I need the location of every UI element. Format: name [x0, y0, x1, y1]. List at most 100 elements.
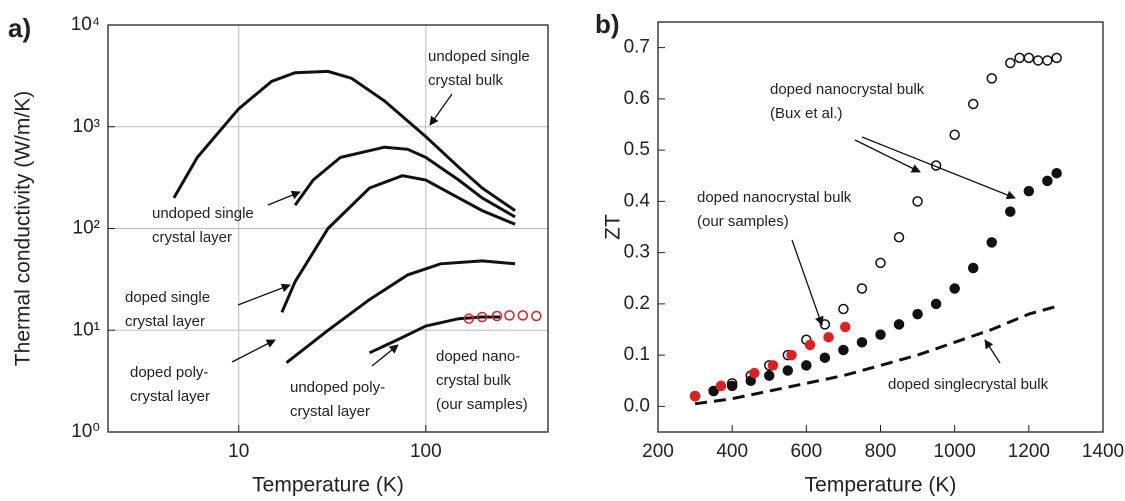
x-tick-label: 600 [790, 441, 822, 462]
y-tick-label: 0.4 [624, 190, 651, 211]
data-point [782, 365, 794, 376]
data-point [531, 310, 542, 322]
annotation: doped poly- [130, 364, 208, 381]
data-point [893, 319, 905, 330]
annotation-arrow [231, 339, 276, 363]
annotation: crystal bulk [428, 72, 504, 89]
x-tick-label: 100 [410, 441, 442, 462]
data-point [856, 283, 868, 294]
data-point [930, 160, 942, 171]
data-point [875, 257, 886, 269]
x-tick-label: 800 [865, 441, 897, 462]
data-point [856, 337, 868, 348]
annotation: crystal layer [290, 403, 370, 420]
data-point [893, 232, 905, 243]
data-point [764, 370, 775, 381]
annotation: doped singlecrystal bulk [888, 376, 1049, 393]
series-line [694, 304, 1058, 406]
annotation-arrow [791, 239, 824, 326]
series-line [285, 259, 516, 364]
data-point [1051, 52, 1062, 64]
series-line [293, 145, 516, 219]
annotation-arrow [861, 136, 1016, 200]
data-point [517, 310, 529, 321]
annotation-arrow [854, 139, 921, 173]
data-point [1051, 167, 1062, 179]
x-tick-label: 1400 [1082, 441, 1124, 462]
annotation: undoped single [152, 205, 254, 222]
annotation: (Bux et al.) [770, 105, 843, 122]
annotation-arrow [429, 93, 453, 126]
data-point [838, 303, 849, 315]
data-point [912, 196, 923, 207]
y-tick-label: 10⁰ [71, 421, 100, 442]
annotation-arrow [984, 339, 1001, 364]
annotation-arrow [237, 283, 291, 306]
annotation: crystal layer [152, 229, 232, 246]
data-point [1042, 55, 1053, 66]
data-point [1023, 185, 1035, 197]
data-point [689, 390, 701, 402]
annotation-arrow [267, 190, 301, 206]
y-tick-label: 0.0 [624, 395, 650, 416]
x-axis-title: Temperature (K) [805, 474, 957, 497]
series-line [172, 69, 516, 212]
annotation-arrow [371, 344, 399, 367]
annotation: crystal bulk [436, 372, 512, 389]
data-point [1023, 52, 1035, 64]
series-line [280, 174, 516, 313]
data-point [463, 313, 475, 324]
data-point [1014, 52, 1025, 64]
data-point [912, 308, 923, 320]
annotation: crystal layer [125, 313, 205, 330]
series-line [368, 315, 501, 355]
x-tick-label: 1000 [934, 441, 976, 462]
data-point [726, 380, 738, 392]
data-point [1005, 206, 1016, 217]
data-point [767, 360, 779, 371]
data-point [967, 262, 979, 274]
data-point [749, 367, 760, 379]
annotation: doped nanocrystal bulk [697, 189, 852, 206]
x-axis-title: Temperature (K) [252, 474, 404, 497]
panel-label: b) [595, 9, 620, 39]
y-tick-label: 10⁴ [71, 14, 100, 35]
y-tick-label: 0.3 [624, 242, 650, 263]
data-point [875, 329, 886, 340]
annotation: undoped single [428, 48, 530, 65]
data-point [986, 237, 997, 248]
data-point [801, 360, 812, 371]
data-point [840, 321, 851, 333]
data-point [786, 349, 797, 361]
data-point [949, 129, 960, 140]
data-point [476, 311, 488, 323]
data-point [708, 385, 719, 397]
annotation: crystal layer [130, 388, 210, 405]
annotation: (our samples) [436, 396, 528, 413]
y-tick-label: 0.2 [624, 293, 650, 314]
y-axis-title: Thermal conductivity (W/m/K) [12, 91, 35, 366]
data-point [838, 344, 849, 356]
panel-label: a) [8, 13, 31, 43]
data-point [1032, 55, 1044, 66]
y-axis-title: ZT [602, 214, 625, 240]
y-tick-label: 0.5 [624, 139, 650, 160]
data-point [986, 73, 997, 84]
annotation: doped nano- [436, 348, 520, 365]
data-point [804, 339, 816, 351]
y-tick-label: 0.6 [624, 88, 650, 109]
data-point [930, 298, 942, 310]
x-tick-label: 10 [228, 441, 249, 462]
y-tick-label: 10³ [73, 116, 100, 137]
data-point [504, 310, 515, 321]
data-point [1005, 57, 1016, 69]
x-tick-label: 200 [642, 441, 674, 462]
annotation: (our samples) [697, 213, 789, 230]
data-point [491, 310, 503, 322]
y-tick-label: 10² [73, 218, 100, 239]
data-point [967, 98, 979, 110]
data-point [823, 331, 834, 343]
x-tick-label: 400 [716, 441, 748, 462]
y-tick-label: 0.1 [624, 344, 650, 365]
